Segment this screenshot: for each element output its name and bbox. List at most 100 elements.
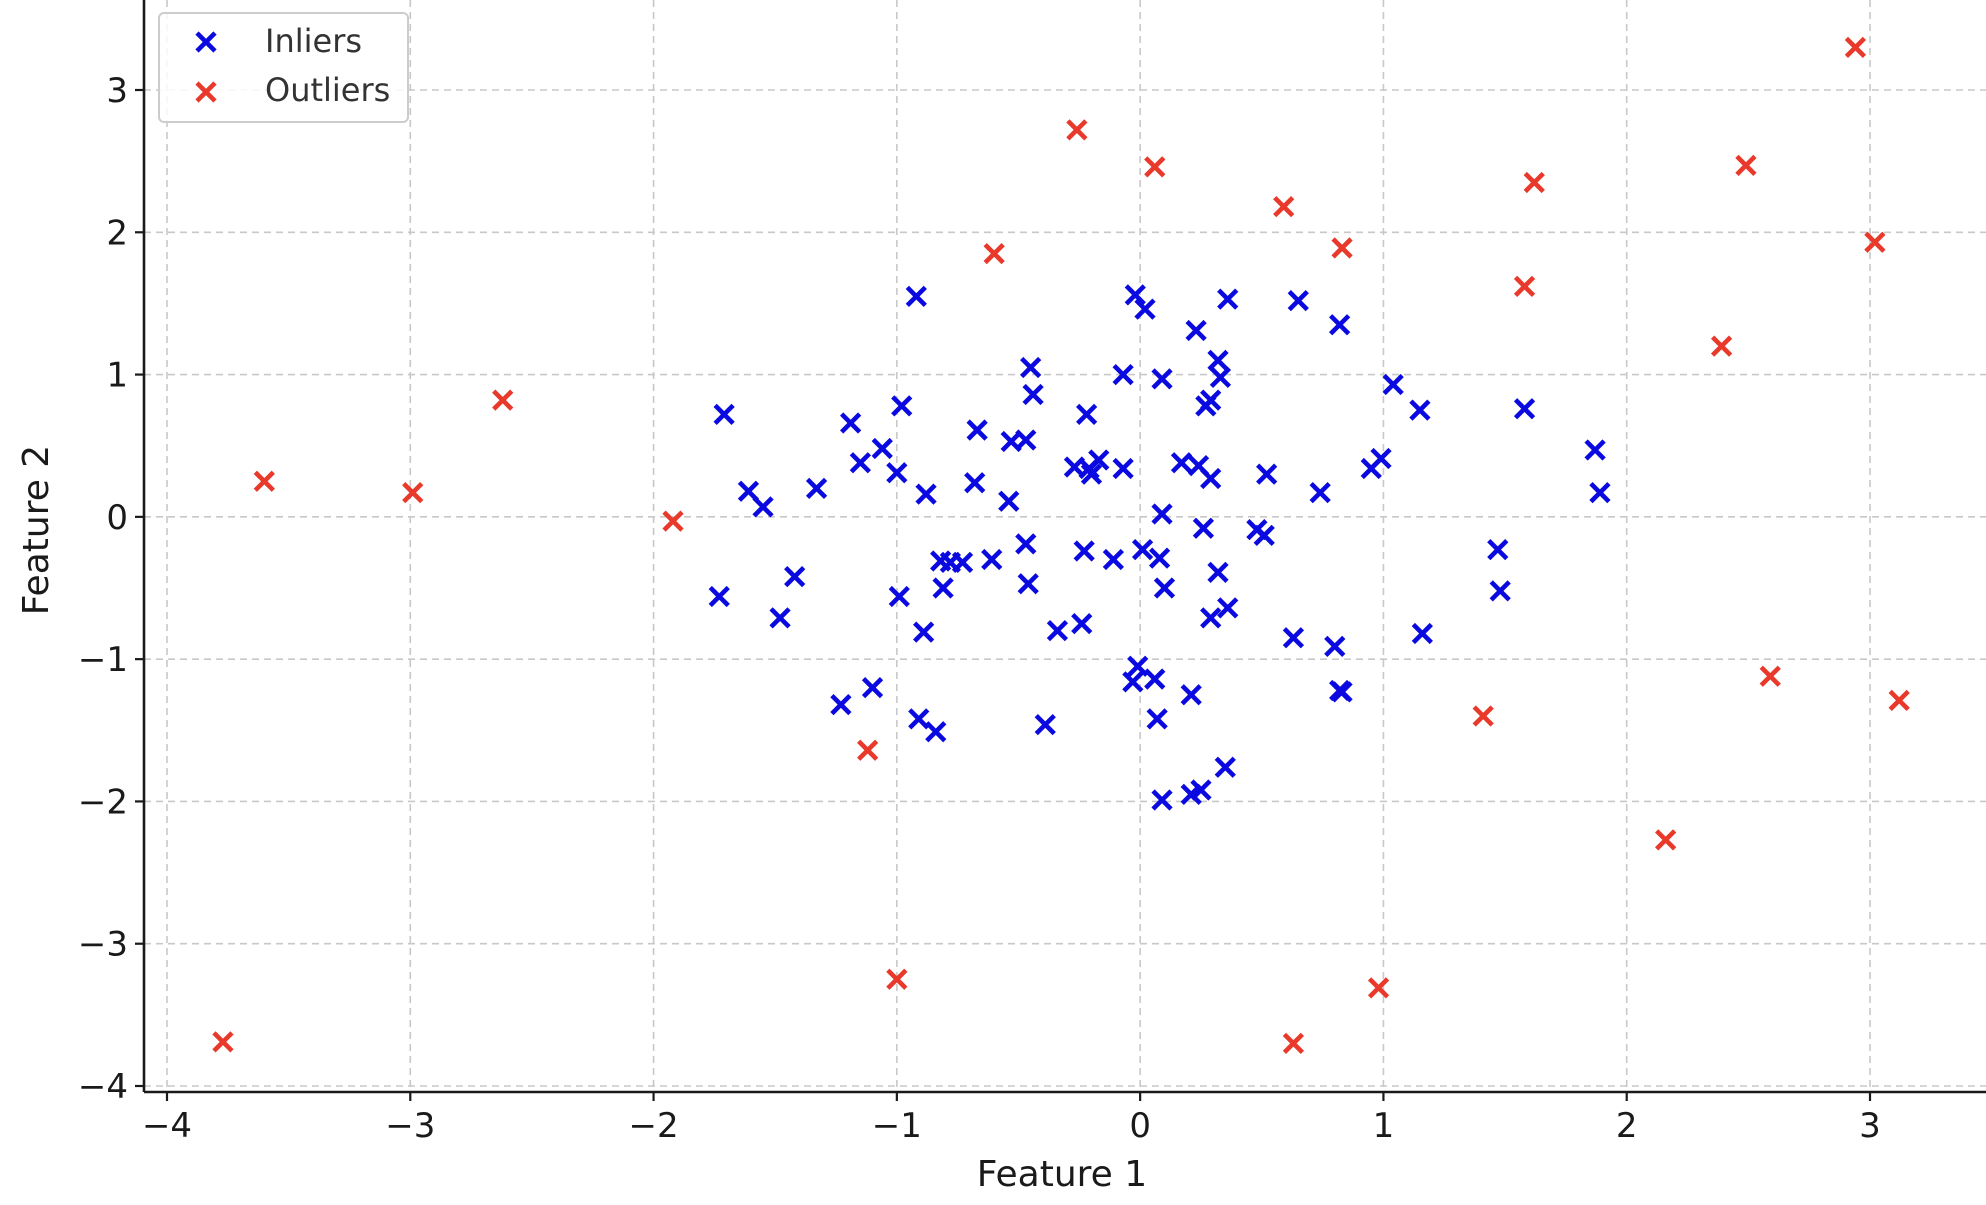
point-inliers (1134, 298, 1156, 320)
point-inliers (1015, 429, 1037, 451)
point-inliers (1287, 289, 1309, 312)
point-inliers (981, 548, 1003, 571)
point-outliers (1655, 829, 1677, 851)
point-inliers (964, 472, 986, 494)
point-inliers (1034, 713, 1056, 736)
x-tick-label: −4 (142, 1106, 192, 1146)
point-inliers (888, 585, 910, 608)
point-inliers (932, 577, 954, 599)
point-inliers (1324, 635, 1346, 657)
point-outliers (1888, 689, 1910, 712)
point-outliers (1513, 275, 1536, 297)
point-inliers (1020, 356, 1042, 379)
point-inliers (1584, 439, 1606, 461)
point-inliers (1075, 403, 1098, 426)
point-inliers (805, 477, 828, 500)
point-inliers (1185, 319, 1207, 342)
point-outliers (886, 968, 908, 990)
point-inliers (998, 490, 1020, 512)
point-inliers (1148, 547, 1171, 569)
point-inliers (1200, 607, 1222, 629)
point-inliers (1180, 783, 1202, 805)
point-inliers (1217, 597, 1239, 619)
point-inliers (1073, 540, 1095, 562)
point-inliers (886, 462, 908, 484)
x-tick-label: 2 (1616, 1106, 1638, 1146)
point-inliers (908, 708, 930, 730)
x-tick-label: −2 (629, 1106, 679, 1146)
point-inliers (1071, 612, 1093, 635)
tick-labels: −4 −3 −2 −1 0 1 2 3 −4 −3 −2 −1 0 1 2 3 (78, 71, 1881, 1146)
y-tick-label: 3 (106, 71, 128, 111)
point-inliers (1146, 708, 1168, 730)
point-inliers (861, 676, 884, 699)
point-outliers (492, 389, 514, 411)
point-outliers (1273, 196, 1295, 218)
point-inliers (830, 694, 852, 716)
point-outliers (212, 1031, 234, 1053)
point-outliers (1367, 977, 1390, 999)
point-outliers (402, 482, 424, 504)
point-inliers (1015, 533, 1037, 555)
point-inliers (871, 437, 893, 460)
data-points (212, 36, 1910, 1054)
point-inliers (1195, 395, 1217, 417)
point-outliers (1735, 154, 1757, 177)
legend-x-icon (195, 81, 217, 103)
point-outliers (1331, 237, 1353, 259)
point-inliers (891, 395, 913, 417)
point-outliers (857, 739, 879, 761)
point-inliers (966, 419, 988, 441)
x-axis-label: Feature 1 (977, 1154, 1147, 1195)
point-inliers (1151, 503, 1173, 525)
point-inliers (939, 551, 962, 574)
point-inliers (1209, 366, 1232, 389)
point-outliers (1759, 665, 1781, 687)
axes (135, 0, 1986, 1101)
point-inliers (1217, 288, 1239, 310)
point-inliers (1487, 538, 1509, 561)
point-inliers (1124, 284, 1146, 306)
x-tick-label: 3 (1859, 1106, 1881, 1146)
point-inliers (1207, 349, 1229, 371)
point-outliers (1844, 36, 1867, 58)
point-inliers (737, 480, 760, 502)
point-outliers (1282, 1032, 1305, 1054)
point-outliers (1066, 119, 1088, 141)
point-inliers (1513, 398, 1536, 420)
point-outliers (983, 243, 1005, 265)
point-inliers (1131, 538, 1154, 561)
y-axis-label: Feature 2 (16, 445, 57, 615)
y-tick-label: 2 (106, 213, 128, 253)
point-inliers (1282, 627, 1305, 649)
point-inliers (1112, 457, 1134, 480)
point-inliers (1080, 463, 1103, 485)
point-inliers (925, 721, 947, 743)
x-tick-label: 1 (1373, 1106, 1395, 1146)
legend: Inliers Outliers (158, 12, 409, 123)
y-tick-label: −3 (78, 925, 128, 965)
y-tick-label: −1 (78, 640, 128, 680)
point-inliers (915, 483, 937, 505)
point-inliers (849, 452, 871, 474)
point-inliers (1122, 671, 1144, 693)
point-inliers (1489, 580, 1511, 602)
point-inliers (1200, 467, 1222, 490)
point-outliers (1523, 171, 1545, 194)
point-inliers (1180, 684, 1202, 706)
point-inliers (713, 403, 735, 426)
point-outliers (1710, 335, 1733, 357)
point-inliers (1192, 517, 1215, 539)
y-tick-label: −4 (78, 1067, 128, 1107)
legend-label-outliers: Outliers (265, 71, 390, 109)
point-inliers (1370, 447, 1392, 470)
point-outliers (253, 470, 275, 492)
point-inliers (1382, 373, 1404, 396)
point-inliers (769, 607, 791, 629)
point-outliers (1144, 156, 1166, 178)
legend-box (158, 12, 409, 123)
y-tick-label: −2 (78, 782, 128, 822)
point-inliers (1170, 452, 1193, 474)
